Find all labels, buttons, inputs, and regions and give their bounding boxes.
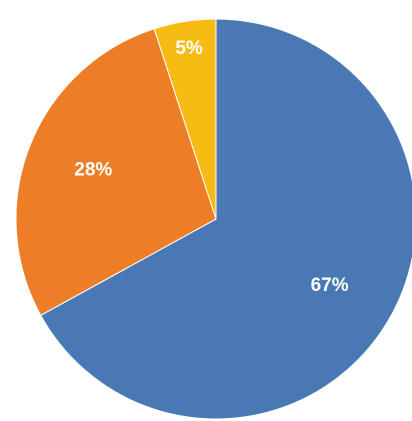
- slice-label-1: 67%: [311, 275, 349, 296]
- pie-slice-3: [153, 18, 217, 220]
- pie-slice-1: [40, 18, 412, 420]
- pie-slices: [15, 18, 412, 420]
- slice-labels: 67% 28% 5%: [74, 38, 348, 296]
- slice-label-2: 28%: [74, 159, 112, 180]
- pie-slice-2: [15, 28, 217, 317]
- slice-label-3: 5%: [175, 38, 203, 59]
